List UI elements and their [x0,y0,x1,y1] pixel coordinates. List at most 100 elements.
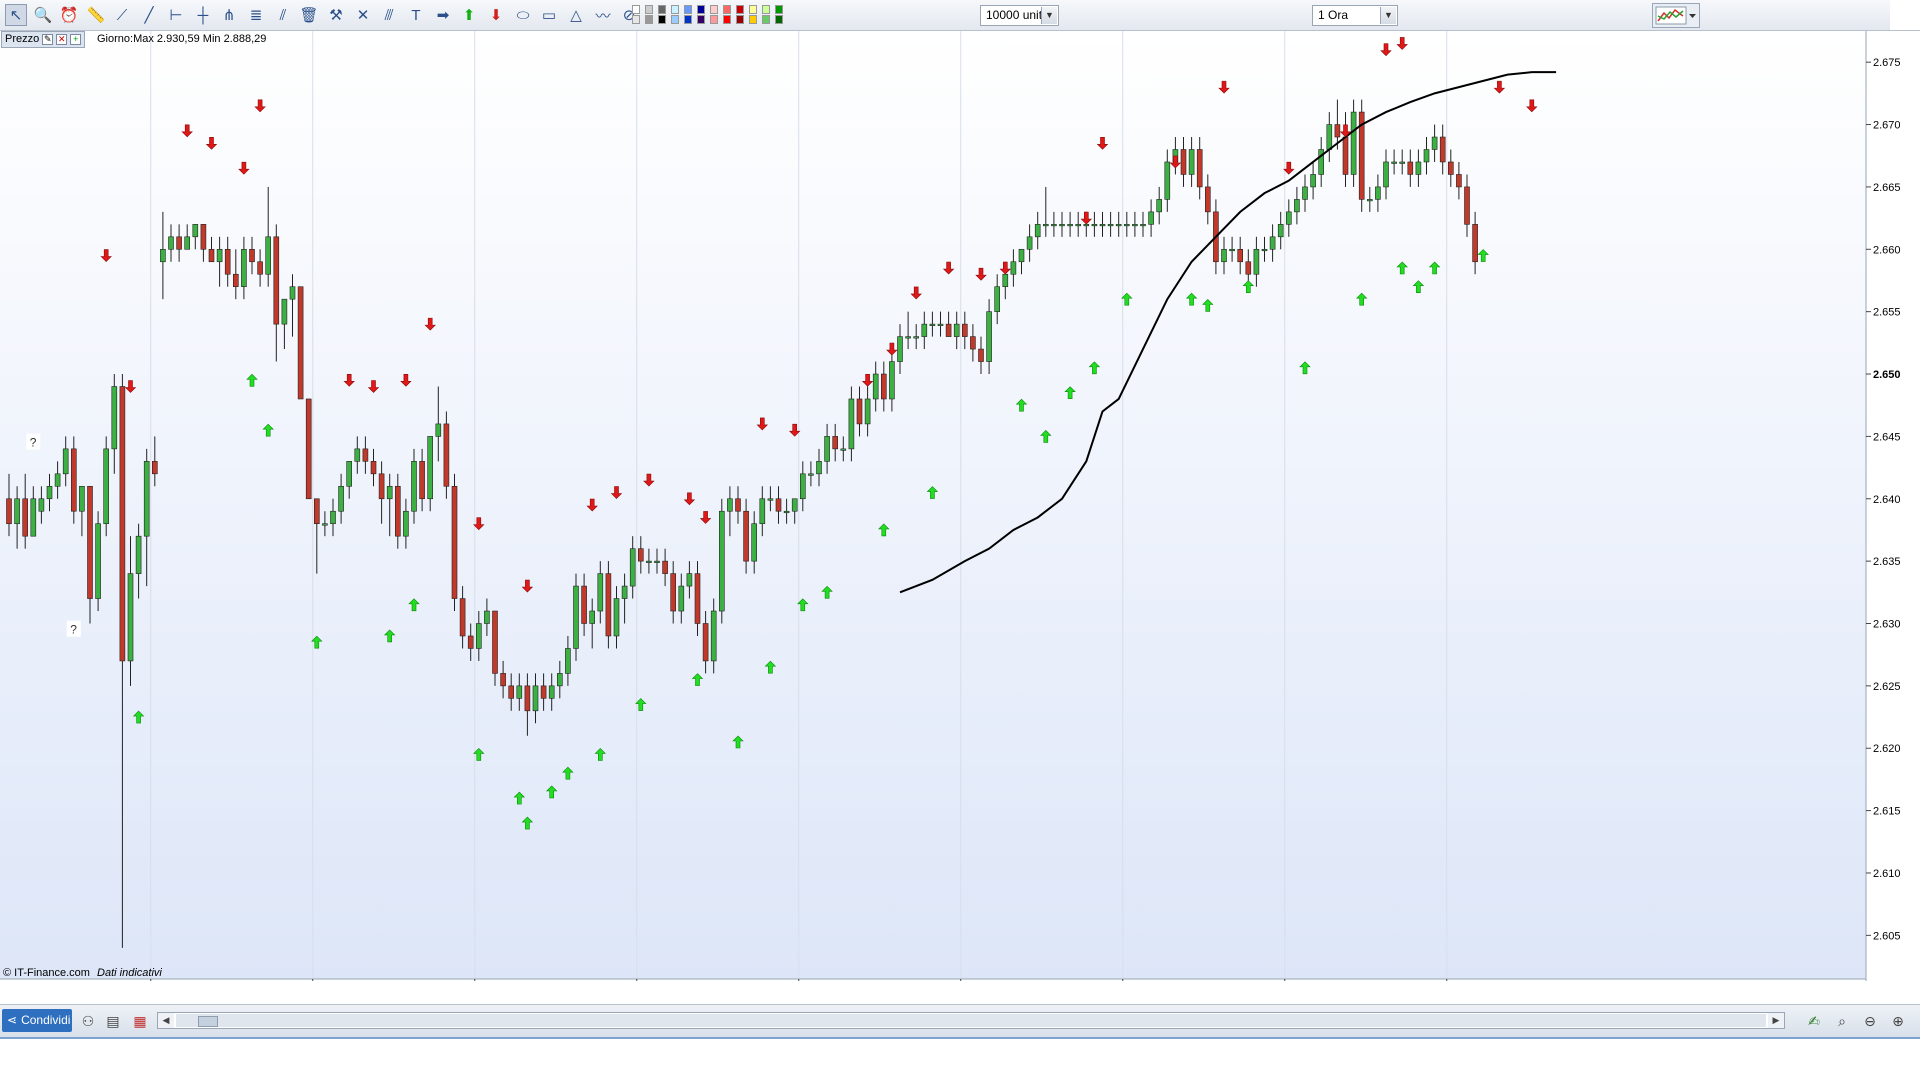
document-icon[interactable]: ▤ [106,1013,120,1029]
scroll-thumb[interactable] [198,1016,218,1027]
color-swatch[interactable] [632,15,640,24]
zoom-fit-icon[interactable]: ⌕ [1838,1013,1846,1029]
candle-body [1334,124,1341,138]
remove-icon[interactable]: ✕ [56,34,68,45]
color-swatch[interactable] [736,5,744,14]
candle-body [1043,224,1049,227]
timeframe-dropdown[interactable]: 1 Ora ▼ [1312,5,1398,26]
indicator-icon[interactable]: ▦ [133,1013,147,1029]
magnet-icon[interactable]: ⚒ [329,7,343,24]
rectangle-icon[interactable]: ▭ [541,7,557,24]
color-swatch[interactable] [671,5,679,14]
arrow-down-icon[interactable]: ⬇ [489,7,503,24]
color-swatch[interactable] [671,15,679,24]
vertical-line-icon[interactable]: ┼ [197,6,209,24]
up-arrow-signal [513,791,526,805]
candle-body [856,398,863,425]
alarm-icon[interactable]: ⏰ [59,7,79,24]
color-swatch[interactable] [749,15,757,24]
arrow-right-icon[interactable]: ➡ [436,7,450,24]
cross-icon[interactable]: ✕ [356,7,370,24]
color-swatch[interactable] [658,15,666,24]
trash-icon[interactable]: 🗑 [299,7,319,24]
wave-icon[interactable]: 〰 [595,7,611,25]
color-swatch[interactable] [645,15,653,24]
color-swatch[interactable] [684,5,692,14]
color-swatch[interactable] [736,15,744,24]
chart-type-button[interactable] [1652,3,1700,28]
candle-body [1310,174,1316,188]
pointer-icon[interactable]: ↖ [5,4,27,26]
y-tick-label: 2.640 [1873,494,1901,506]
candle-body [6,498,12,525]
arrow-up-icon[interactable]: ⬆ [462,7,476,24]
parallel-lines-icon[interactable]: ⫻ [384,6,394,24]
candle-body [281,298,288,325]
candle-body [540,685,547,699]
up-arrow-signal [311,635,323,649]
down-arrow-signal [1283,161,1295,175]
color-swatch[interactable] [697,5,705,14]
color-swatch[interactable] [723,5,731,14]
color-swatch[interactable] [710,5,718,14]
ellipse-icon[interactable]: ⬭ [516,6,530,24]
candle-body [394,485,401,537]
settings-icon[interactable]: ✎ [42,34,54,45]
color-swatch[interactable] [684,15,692,24]
candle-body [354,448,361,462]
time-scrollbar[interactable]: ◀ ▶ [157,1012,1785,1029]
ruler-icon[interactable]: 📏 [86,7,106,24]
color-swatch[interactable] [658,5,666,14]
color-swatch[interactable] [749,5,757,14]
up-arrow-signal [926,486,939,499]
triangle-icon[interactable]: △ [570,7,582,24]
scroll-right-icon[interactable]: ▶ [1768,1013,1784,1028]
units-dropdown[interactable]: 10000 unità ▼ [980,5,1059,26]
chevron-down-icon[interactable]: ▼ [1380,7,1396,24]
candle-body [686,573,693,587]
candle-body [832,436,839,450]
candle-body [978,348,984,362]
candle-body [735,498,741,512]
candle-body [1245,261,1252,275]
channel-icon[interactable]: ⫽ [279,6,287,24]
color-swatch[interactable] [710,15,718,24]
candle-body [184,236,190,250]
color-swatch[interactable] [775,5,783,14]
text-icon[interactable]: T [411,6,421,24]
candle-body [532,685,539,712]
fork-icon[interactable]: ⋔ [222,7,236,24]
share-button[interactable]: ⋖ Condividi [2,1009,72,1032]
zoom-in-icon[interactable]: ⊕ [1892,1013,1904,1029]
up-arrow-signal [1121,292,1133,306]
segment-icon[interactable]: ⟋ [116,6,128,24]
zoom-out-icon[interactable]: ⊖ [1864,1013,1876,1029]
people-icon[interactable]: ⚇ [81,1013,95,1029]
price-chart[interactable]: ?? 2.6052.6102.6152.6202.6252.6302.6352.… [0,31,1920,981]
add-icon[interactable]: + [70,34,82,45]
candle-body [953,323,960,337]
down-arrow-signal [400,373,412,387]
line-icon[interactable]: ╱ [144,7,154,24]
horizontal-line-icon[interactable]: ⊢ [169,7,183,24]
color-swatch[interactable] [697,15,705,24]
fibonacci-icon[interactable]: ≣ [249,7,263,24]
price-tag[interactable]: Prezzo ✎ ✕ + [1,31,86,48]
scroll-track[interactable] [176,1014,1766,1027]
color-swatch[interactable] [775,15,783,24]
color-swatch[interactable] [723,15,731,24]
candle-body [556,673,563,687]
color-swatch[interactable] [632,5,640,14]
y-tick-label: 2.675 [1873,57,1901,69]
scroll-left-icon[interactable]: ◀ [158,1013,174,1028]
down-arrow-signal [788,423,801,437]
color-swatch[interactable] [762,15,770,24]
color-swatch[interactable] [645,5,653,14]
candle-body [1375,186,1381,200]
price-axis: 2.605 2.610 2.615 2.620 2.625 2.630 2.635 2.640… [1866,57,1901,942]
chevron-down-icon[interactable]: ▼ [1041,7,1057,24]
color-swatch[interactable] [762,5,770,14]
drawing-tools-icon[interactable]: ✍ [1808,1013,1820,1029]
zoom-icon[interactable]: 🔍 [33,7,53,24]
share-label: Condividi [21,1013,71,1027]
